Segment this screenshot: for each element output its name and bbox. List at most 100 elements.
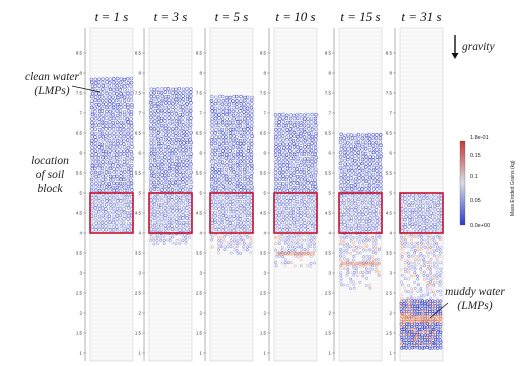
eroded-particle [152, 242, 156, 246]
water-particle [306, 213, 310, 218]
water-particle [123, 203, 127, 207]
eroded-particle [435, 254, 439, 258]
water-particle [310, 124, 314, 128]
muddy-particle [434, 338, 438, 342]
eroded-particle [249, 242, 252, 245]
water-particle [228, 200, 233, 204]
water-particle [338, 155, 343, 159]
muddy-particle [410, 299, 414, 303]
water-particle [108, 210, 112, 215]
water-particle [118, 134, 123, 139]
water-particle [371, 172, 375, 177]
eroded-particle [407, 270, 410, 274]
eroded-particle [368, 267, 372, 271]
eroded-particle [232, 235, 236, 239]
axis-tick-label: 6 [139, 151, 142, 156]
water-particle [217, 163, 221, 168]
water-particle [174, 112, 179, 116]
axis-tick-label: 7 [329, 111, 332, 116]
axis-tick-label: 6 [264, 151, 267, 156]
water-particle [364, 176, 368, 180]
water-particle [281, 112, 285, 117]
water-particle [126, 102, 130, 107]
eroded-particle [420, 254, 423, 258]
muddy-particle [415, 318, 419, 322]
water-particle [436, 193, 440, 198]
water-particle [156, 195, 160, 199]
eroded-particle [283, 258, 287, 261]
water-particle [129, 159, 134, 164]
water-particle [224, 156, 229, 160]
water-particle [280, 127, 285, 131]
water-particle [122, 152, 126, 157]
water-particle [220, 127, 225, 132]
water-particle [372, 180, 376, 184]
water-particle [432, 196, 437, 200]
eroded-particle [339, 267, 342, 271]
water-particle [152, 206, 157, 211]
water-particle [310, 224, 315, 229]
eroded-particle [378, 261, 382, 265]
water-particle [295, 188, 300, 192]
water-particle [228, 206, 233, 211]
eroded-particle [426, 293, 430, 296]
water-particle [100, 99, 105, 103]
water-particle [178, 223, 182, 228]
eroded-particle [374, 248, 378, 252]
water-particle [235, 163, 240, 167]
water-particle [115, 227, 120, 232]
water-particle [111, 220, 116, 225]
water-particle [288, 127, 293, 131]
eroded-particle [436, 289, 440, 293]
water-particle [170, 188, 175, 192]
water-particle [228, 170, 233, 175]
gravity-label: gravity [462, 41, 495, 53]
water-particle [236, 113, 240, 117]
water-particle [364, 143, 368, 148]
water-particle [339, 180, 343, 184]
water-particle [166, 212, 171, 217]
water-particle [288, 152, 293, 157]
water-particle [314, 137, 318, 142]
water-particle [303, 177, 307, 182]
water-particle [185, 206, 189, 210]
water-particle [299, 221, 303, 226]
eroded-particle [178, 241, 182, 245]
eroded-particle [429, 271, 433, 275]
water-particle [126, 228, 130, 232]
water-particle [306, 181, 310, 185]
water-particle [224, 146, 229, 150]
water-particle [288, 116, 293, 121]
water-particle [178, 122, 182, 127]
eroded-particle [162, 239, 166, 242]
eroded-particle [438, 280, 442, 284]
eroded-particle [346, 261, 350, 265]
time-label: t = 10 s [275, 9, 315, 24]
water-particle [104, 221, 108, 225]
eroded-particle [375, 264, 378, 268]
water-particle [184, 148, 189, 153]
water-particle [177, 213, 182, 217]
water-particle [360, 168, 365, 173]
eroded-particle [420, 238, 424, 242]
water-particle [184, 133, 189, 138]
water-particle [342, 216, 346, 220]
water-particle [364, 155, 369, 159]
water-particle [343, 158, 347, 163]
eroded-particle [346, 271, 350, 275]
water-particle [108, 199, 112, 204]
eroded-particle [287, 235, 291, 239]
water-particle [100, 131, 105, 136]
water-particle [231, 163, 236, 168]
axis-tick-label: 4 [80, 231, 83, 236]
muddy-particle [433, 341, 437, 345]
water-particle [181, 87, 186, 92]
eroded-particle [352, 254, 356, 258]
water-particle [148, 166, 153, 171]
water-particle [181, 224, 186, 228]
water-particle [217, 145, 222, 149]
water-particle [221, 188, 225, 193]
water-particle [188, 112, 192, 117]
water-particle [400, 226, 405, 230]
eroded-particle [400, 235, 404, 239]
